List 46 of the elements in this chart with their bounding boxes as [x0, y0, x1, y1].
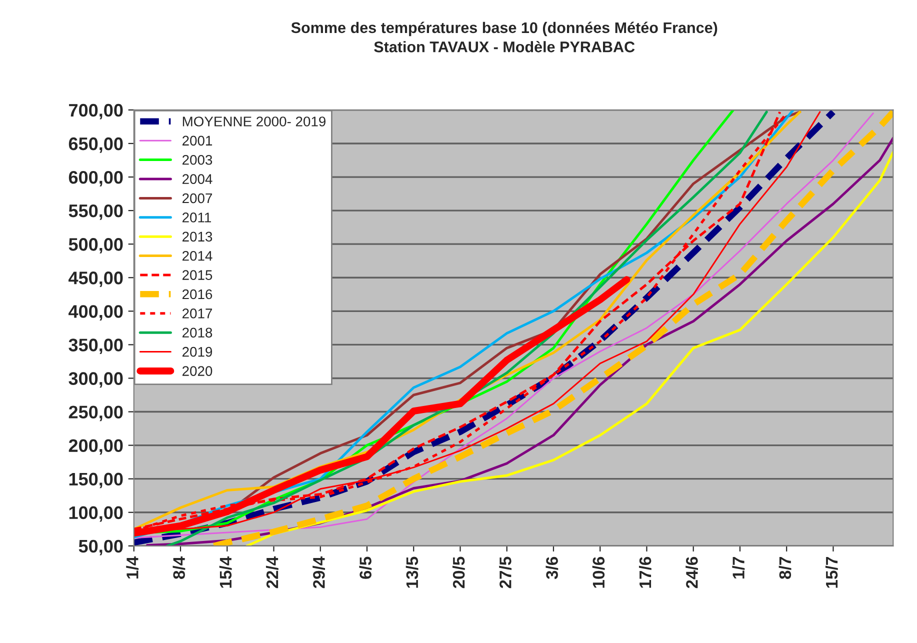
y-tick-label: 200,00 [68, 439, 123, 455]
legend-label: 2016 [182, 289, 212, 300]
x-tick-label: 17/6 [638, 556, 652, 588]
y-tick-label: 500,00 [68, 238, 123, 254]
x-tick-label: 8/4 [172, 556, 186, 579]
x-tick-label: 6/5 [359, 556, 372, 579]
x-tick-label: 27/5 [499, 556, 512, 588]
x-tick-label: 10/6 [592, 556, 605, 588]
legend-label: 2014 [182, 250, 212, 261]
y-tick-label: 50,00 [78, 540, 123, 556]
y-tick-label: 350,00 [68, 338, 123, 354]
legend-label: 2001 [182, 136, 212, 146]
legend-label: 2015 [182, 270, 212, 280]
legend-label: 2019 [182, 346, 212, 357]
y-tick-label: 450,00 [68, 272, 123, 287]
x-tick-label: 15/7 [825, 557, 838, 588]
x-tick-label: 29/4 [312, 556, 326, 588]
legend-label: 2018 [182, 328, 212, 338]
x-tick-label: 1/4 [126, 556, 139, 578]
y-tick-label: 300,00 [68, 372, 123, 388]
y-tick-label: 400,00 [68, 305, 123, 320]
legend-label: 2007 [182, 193, 212, 204]
legend-label: MOYENNE 2000- 2019 [182, 116, 326, 126]
x-tick-label: 1/7 [732, 557, 745, 578]
y-tick-label: 150,00 [69, 472, 123, 488]
legend-label: 2004 [182, 174, 212, 184]
legend-label: 2013 [182, 232, 212, 242]
legend-label: 2017 [182, 308, 212, 318]
legend-label: 2011 [182, 212, 211, 222]
legend-label: 2020 [182, 366, 212, 376]
y-tick-label: 250,00 [68, 406, 123, 422]
y-tick-label: 100,00 [69, 506, 123, 522]
x-tick-label: 3/6 [546, 556, 558, 580]
y-tick-label: 650,00 [68, 137, 123, 153]
legend-label: 2003 [182, 154, 212, 165]
x-tick-label: 22/4 [266, 556, 278, 588]
chart-title: Somme des températures base 10 (données Météo France) [291, 22, 718, 36]
chart-subtitle: Station TAVAUX - Modèle PYRABAC [374, 40, 635, 52]
x-tick-label: 24/6 [686, 556, 698, 588]
x-tick-label: 20/5 [452, 556, 465, 588]
x-tick-label: 8/7 [778, 557, 792, 579]
y-tick-label: 700,00 [69, 104, 123, 120]
y-tick-label: 550,00 [68, 204, 123, 220]
x-tick-label: 13/5 [406, 556, 418, 588]
y-tick-label: 600,00 [68, 170, 123, 186]
x-tick-label: 15/4 [219, 556, 232, 588]
